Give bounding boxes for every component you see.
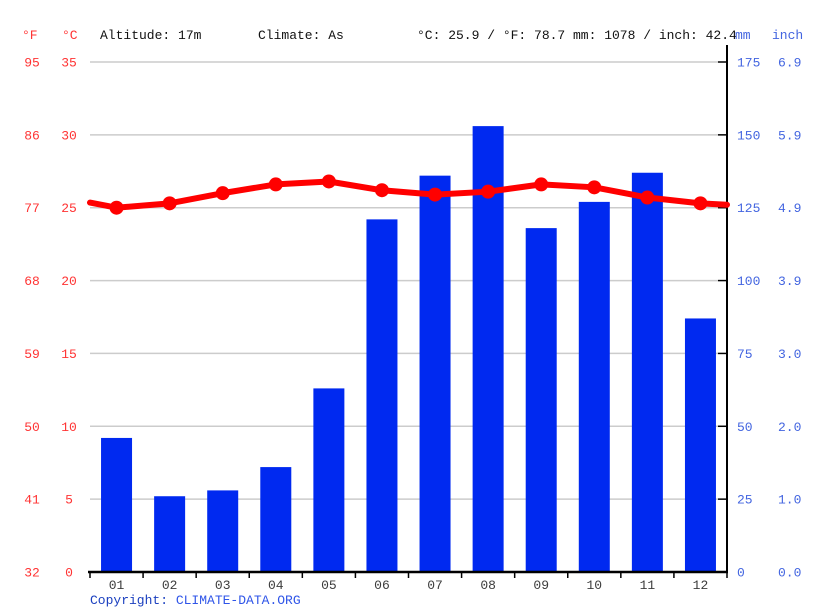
inch-axis-label: 0.0	[778, 566, 801, 581]
c-axis-label: 25	[61, 201, 77, 216]
precip-bar-07	[419, 175, 451, 572]
f-axis-label: 59	[24, 347, 40, 362]
inch-header-label: inch	[772, 28, 804, 43]
f-axis-label: 50	[24, 420, 40, 435]
temp-point-12	[693, 196, 708, 211]
mm-axis-label: 150	[737, 128, 760, 143]
precip-bar-04	[260, 467, 292, 572]
month-label-02: 02	[162, 578, 178, 593]
c-axis-label: 5	[65, 493, 73, 508]
precip-bar-01	[101, 437, 133, 572]
mm-header-label: mm	[735, 28, 751, 43]
precip-bar-11	[631, 172, 663, 572]
mm-axis-label: 125	[737, 201, 760, 216]
climate-text: Climate: As	[258, 28, 344, 43]
copyright-prefix: Copyright:	[90, 593, 176, 608]
temp-point-09	[534, 177, 549, 192]
month-label-09: 09	[533, 578, 549, 593]
inch-axis-label: 6.9	[778, 56, 801, 71]
temp-point-11	[640, 190, 655, 205]
mm-axis-label: 175	[737, 56, 760, 71]
f-axis-label: 68	[24, 274, 40, 289]
c-axis-label: 10	[61, 420, 77, 435]
precip-bar-09	[525, 228, 557, 572]
temp-summary-text: °C: 25.9 / °F: 78.7	[417, 28, 566, 43]
mm-axis-label: 25	[737, 493, 753, 508]
temperature-line	[87, 178, 730, 211]
precip-bar-02	[154, 496, 186, 572]
c-axis-label: 0	[65, 566, 73, 581]
c-axis-label: 35	[61, 56, 77, 71]
celsius-header-label: °C	[62, 28, 78, 43]
precip-bar-12	[684, 318, 716, 572]
precip-bar-08	[472, 126, 504, 572]
c-axis-label: 20	[61, 274, 77, 289]
temp-point-01	[109, 200, 124, 215]
f-axis-label: 95	[24, 56, 40, 71]
month-label-11: 11	[640, 578, 656, 593]
precip-bar-05	[313, 388, 345, 572]
mm-axis-label: 100	[737, 274, 760, 289]
temp-point-07	[428, 187, 443, 202]
temp-point-04	[268, 177, 283, 192]
temp-point-06	[374, 183, 389, 198]
temp-point-05	[321, 174, 336, 189]
inch-axis-label: 4.9	[778, 201, 801, 216]
month-label-03: 03	[215, 578, 231, 593]
copyright-link[interactable]: CLIMATE-DATA.ORG	[175, 593, 301, 608]
month-label-12: 12	[693, 578, 709, 593]
month-label-06: 06	[374, 578, 390, 593]
precip-summary-text: mm: 1078 / inch: 42.4	[573, 28, 737, 43]
f-axis-label: 32	[24, 566, 40, 581]
mm-axis-label: 75	[737, 347, 753, 362]
month-label-04: 04	[268, 578, 284, 593]
inch-axis-label: 1.0	[778, 493, 801, 508]
month-label-05: 05	[321, 578, 337, 593]
temp-point-02	[162, 196, 177, 211]
f-axis-label: 77	[24, 201, 40, 216]
precip-bar-03	[207, 490, 239, 572]
temp-point-08	[481, 184, 496, 199]
fahrenheit-header-label: °F	[22, 28, 38, 43]
precip-bar-06	[366, 219, 398, 572]
month-label-07: 07	[427, 578, 443, 593]
mm-axis-label: 0	[737, 566, 745, 581]
inch-axis-label: 2.0	[778, 420, 801, 435]
c-axis-label: 15	[61, 347, 77, 362]
f-axis-label: 41	[24, 493, 40, 508]
inch-axis-label: 3.9	[778, 274, 801, 289]
temp-point-10	[587, 180, 602, 195]
f-axis-label: 86	[24, 128, 40, 143]
inch-axis-label: 3.0	[778, 347, 801, 362]
altitude-text: Altitude: 17m	[100, 28, 202, 43]
precip-bar-10	[578, 201, 610, 572]
mm-axis-label: 50	[737, 420, 753, 435]
copyright-text: Copyright: CLIMATE-DATA.ORG	[90, 593, 301, 608]
temp-point-03	[215, 186, 230, 201]
month-label-01: 01	[109, 578, 125, 593]
month-label-10: 10	[586, 578, 602, 593]
inch-axis-label: 5.9	[778, 128, 801, 143]
c-axis-label: 30	[61, 128, 77, 143]
month-label-08: 08	[480, 578, 496, 593]
